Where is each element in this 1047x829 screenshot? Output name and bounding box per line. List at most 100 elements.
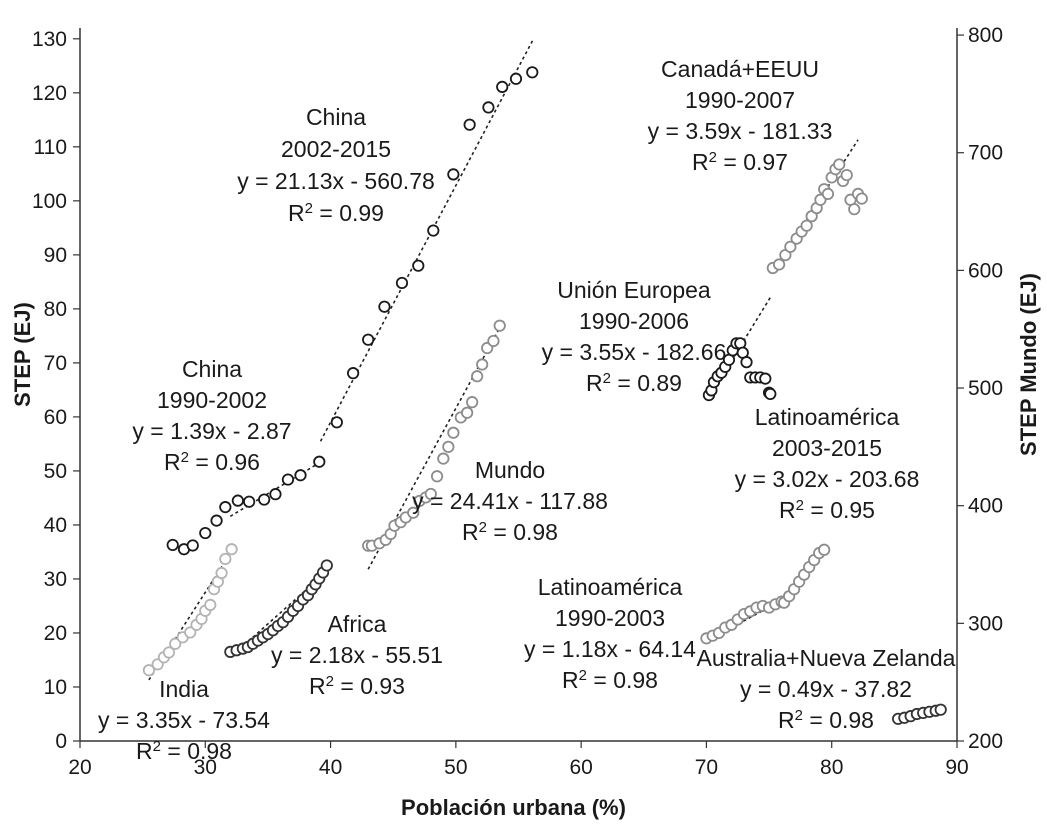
data-point xyxy=(378,300,391,313)
data-point xyxy=(215,566,228,580)
data-point xyxy=(199,526,212,540)
y-tick-label: 60 xyxy=(44,406,67,429)
data-point xyxy=(840,168,853,182)
annotation-9: Australia+Nueva Zelanda y = 0.49x - 37.82… xyxy=(697,645,956,733)
y-tick-label: 50 xyxy=(44,460,67,483)
annotation-line: y = 1.39x - 2.87 xyxy=(132,418,291,444)
y-tick-label: 70 xyxy=(44,352,67,375)
annotation-0: China 2002-2015 y = 21.13x - 560.78 R2 = 0.… xyxy=(237,104,435,226)
y-tick-label: 80 xyxy=(44,298,67,321)
annotation-8: Latinoamérica 1990-2003 y = 1.18x - 64.14 R… xyxy=(524,574,696,693)
annotation-line: y = 21.13x - 560.78 xyxy=(237,168,435,194)
annotation-line: 2002-2015 xyxy=(281,136,391,162)
data-point xyxy=(496,80,509,93)
x-tick-label: 40 xyxy=(319,756,342,779)
y-tick-label: 120 xyxy=(32,82,67,105)
data-point xyxy=(437,452,450,465)
data-point xyxy=(166,538,179,552)
data-point xyxy=(294,469,307,482)
annotation-title: Canadá+EEUU xyxy=(661,56,819,82)
data-point xyxy=(526,66,539,79)
annotation-line: 1990-2002 xyxy=(157,387,267,413)
y2-tick-label: 300 xyxy=(968,612,1003,635)
data-point xyxy=(493,319,506,332)
x-tick-label: 20 xyxy=(68,756,91,779)
x-tick-label: 30 xyxy=(194,756,217,779)
annotation-line: y = 3.59x - 181.33 xyxy=(648,118,833,144)
y2-tick-label: 400 xyxy=(968,495,1003,518)
annotation-line: R2 = 0.97 xyxy=(692,149,788,176)
data-point xyxy=(330,416,343,429)
annotation-line: 1990-2003 xyxy=(555,605,665,631)
data-point xyxy=(848,203,861,216)
y2-tick-label: 800 xyxy=(968,24,1003,47)
data-point xyxy=(487,334,500,348)
annotation-title: Latinoamérica xyxy=(538,574,683,600)
annotation-line: R2 = 0.95 xyxy=(779,497,875,524)
data-point xyxy=(447,168,460,181)
data-point xyxy=(219,501,232,514)
annotation-3: Africa y = 2.18x - 55.51 R2 = 0.93 xyxy=(271,611,443,699)
y-tick-label: 30 xyxy=(44,568,67,591)
y-tick-label: 110 xyxy=(34,136,67,159)
data-point xyxy=(430,470,444,483)
data-point xyxy=(231,494,244,507)
y2-tick-label: 700 xyxy=(968,142,1003,165)
data-point xyxy=(764,387,777,401)
annotation-line: y = 3.55x - 182.66 xyxy=(542,339,727,365)
annotation-title: Latinoamérica xyxy=(755,404,900,430)
annotation-line: y = 3.02x - 203.68 xyxy=(735,466,920,492)
data-point xyxy=(225,543,238,556)
data-point xyxy=(759,372,772,385)
data-point xyxy=(347,367,360,380)
data-point xyxy=(833,158,846,171)
annotation-title: Africa xyxy=(328,611,387,637)
annotation-line: y = 0.49x - 37.82 xyxy=(740,676,912,702)
annotation-4: India y = 3.35x - 73.54 R2 = 0.98 xyxy=(98,676,270,764)
annotation-line: y = 3.35x - 73.54 xyxy=(98,707,270,733)
annotation-6: Unión Europea 1990-2006 y = 3.55x - 182.66… xyxy=(542,277,727,396)
x-tick-label: 50 xyxy=(444,756,467,779)
annotation-line: y = 2.18x - 55.51 xyxy=(271,642,443,668)
data-point xyxy=(412,259,425,272)
annotation-line: R2 = 0.96 xyxy=(164,449,260,476)
data-point xyxy=(258,493,271,506)
data-point xyxy=(407,506,420,519)
superscript-2: 2 xyxy=(479,519,487,536)
data-point xyxy=(204,598,217,611)
annotation-title: China xyxy=(306,104,366,130)
data-point xyxy=(424,487,437,501)
annotation-5: Canadá+EEUU 1990-2007 y = 3.59x - 181.33 R2… xyxy=(648,56,833,175)
data-point xyxy=(184,626,197,639)
annotation-line: R2 = 0.98 xyxy=(778,707,874,734)
series-5 xyxy=(702,297,777,402)
series-3 xyxy=(142,543,238,681)
annotation-7: Latinoamérica 2003-2015 y = 3.02x - 203.68… xyxy=(735,404,920,523)
annotation-title: India xyxy=(159,676,209,702)
data-point xyxy=(466,396,479,409)
data-point xyxy=(269,488,282,501)
data-point xyxy=(821,187,835,200)
annotation-title: Unión Europea xyxy=(557,277,711,303)
data-point xyxy=(320,559,333,572)
y2-tick-label: 600 xyxy=(968,259,1003,282)
y-tick-label: 40 xyxy=(44,514,67,537)
annotation-line: R2 = 0.99 xyxy=(288,200,384,227)
data-point xyxy=(186,539,199,552)
y2-axis-title: STEP Mundo (EJ) xyxy=(1016,273,1041,456)
annotation-2: Mundo y = 24.41x - 117.88 R2 = 0.98 xyxy=(412,457,608,545)
data-point xyxy=(855,192,868,205)
x-tick-label: 80 xyxy=(820,756,843,779)
data-point xyxy=(509,72,523,85)
series-6 xyxy=(766,139,868,275)
annotation-line: R2 = 0.98 xyxy=(562,667,658,694)
superscript-2: 2 xyxy=(796,497,804,514)
x-tick-label: 90 xyxy=(945,756,968,779)
superscript-2: 2 xyxy=(181,449,189,466)
data-point xyxy=(395,276,409,290)
annotation-line: R2 = 0.89 xyxy=(586,370,682,397)
data-point xyxy=(818,543,831,556)
series-8 xyxy=(778,543,831,609)
annotation-title: Mundo xyxy=(475,457,545,483)
